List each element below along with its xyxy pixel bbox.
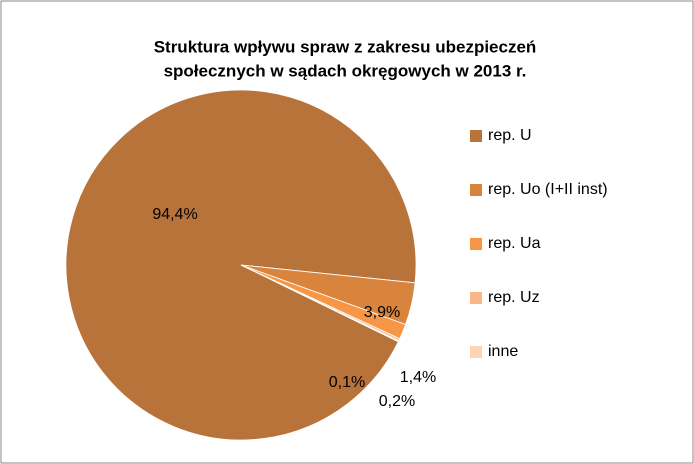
data-label: 0,2% (379, 393, 415, 410)
legend-label: rep. Uo (I+II inst) (488, 181, 608, 198)
legend-label: rep. U (488, 127, 532, 144)
legend-swatch (470, 346, 482, 358)
pie-slice (240, 264, 400, 343)
data-label: 3,9% (364, 304, 400, 321)
legend-label: rep. Uz (488, 289, 540, 306)
legend-swatch (470, 292, 482, 304)
data-label: 0,1% (329, 374, 365, 391)
data-label: 94,4% (152, 206, 197, 223)
data-label: 1,4% (400, 369, 436, 386)
legend-swatch (470, 130, 482, 142)
legend-swatch (470, 238, 482, 250)
legend-label: rep. Ua (488, 235, 541, 252)
legend-label: inne (488, 343, 518, 360)
legend-swatch (470, 184, 482, 196)
chart-title: Struktura wpływu spraw z zakresu ubezpie… (154, 37, 537, 56)
chart-title: społecznych w sądach okręgowych w 2013 r… (164, 61, 527, 80)
